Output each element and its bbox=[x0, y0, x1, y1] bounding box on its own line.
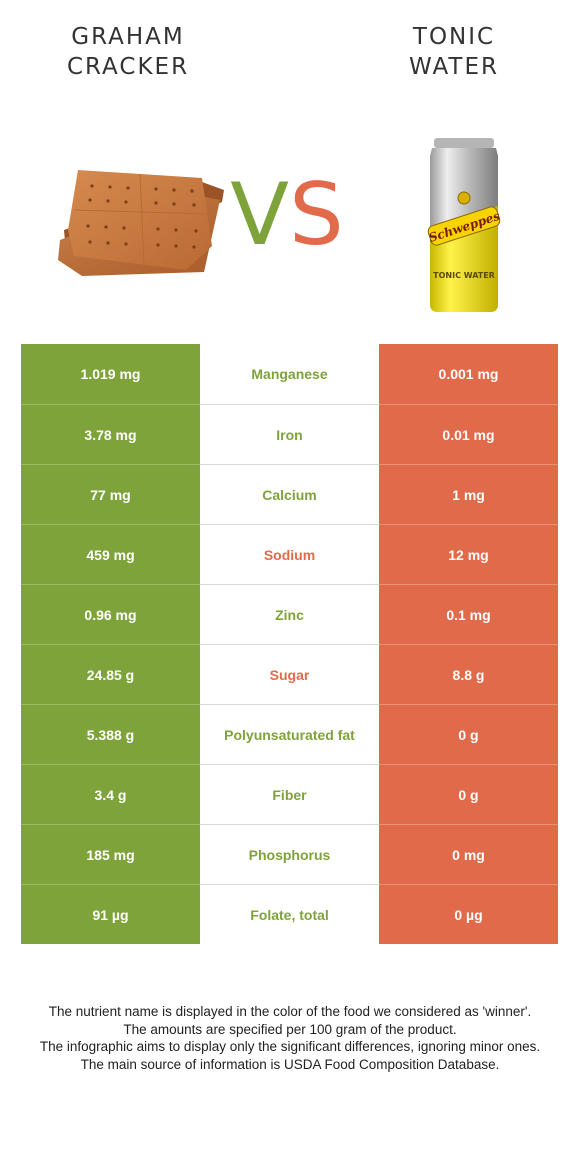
nutrient-comparison-table: 1.019 mg Manganese 0.001 mg 3.78 mg Iron 0.01… bbox=[21, 344, 558, 944]
food-b-value: 12 mg bbox=[379, 524, 558, 584]
vs-label: VS bbox=[222, 170, 352, 260]
food-a-value: 77 mg bbox=[21, 464, 200, 524]
nutrient-name: Folate, total bbox=[200, 884, 379, 944]
nutrient-name: Zinc bbox=[200, 584, 379, 644]
food-a-value: 5.388 g bbox=[21, 704, 200, 764]
food-a-value: 1.019 mg bbox=[21, 344, 200, 404]
food-b-value: 0 mg bbox=[379, 824, 558, 884]
table-row: 1.019 mg Manganese 0.001 mg bbox=[21, 344, 558, 404]
footnote-line1: The nutrient name is displayed in the co… bbox=[48, 1004, 532, 1019]
table-row: 3.78 mg Iron 0.01 mg bbox=[21, 404, 558, 464]
table-row: 77 mg Calcium 1 mg bbox=[21, 464, 558, 524]
food-b-value: 8.8 g bbox=[379, 644, 558, 704]
food-b-title: TONIC WATER bbox=[344, 22, 564, 82]
table-row: 24.85 g Sugar 8.8 g bbox=[21, 644, 558, 704]
food-a-value: 0.96 mg bbox=[21, 584, 200, 644]
table-row: 3.4 g Fiber 0 g bbox=[21, 764, 558, 824]
vs-s: S bbox=[289, 165, 344, 265]
food-a-title-line1: GRAHAM bbox=[71, 24, 185, 50]
footnote-line3: The infographic aims to display only the… bbox=[39, 1039, 541, 1054]
vs-v: V bbox=[230, 165, 290, 265]
food-b-value: 0 g bbox=[379, 764, 558, 824]
nutrient-name: Sodium bbox=[200, 524, 379, 584]
food-b-value: 1 mg bbox=[379, 464, 558, 524]
food-b-title-line2: WATER bbox=[409, 54, 499, 80]
tonic-water-can-image: Schweppes TONIC WATER bbox=[427, 138, 502, 312]
footnote-line2: The amounts are specified per 100 gram o… bbox=[123, 1021, 457, 1037]
table-row: 5.388 g Polyunsaturated fat 0 g bbox=[21, 704, 558, 764]
nutrient-name: Calcium bbox=[200, 464, 379, 524]
table-row: 459 mg Sodium 12 mg bbox=[21, 524, 558, 584]
food-a-title-line2: CRACKER bbox=[66, 54, 190, 80]
nutrient-name: Manganese bbox=[200, 344, 379, 404]
food-a-value: 91 µg bbox=[21, 884, 200, 944]
table-row: 185 mg Phosphorus 0 mg bbox=[21, 824, 558, 884]
food-a-value: 459 mg bbox=[21, 524, 200, 584]
food-a-value: 24.85 g bbox=[21, 644, 200, 704]
food-b-value: 0 g bbox=[379, 704, 558, 764]
nutrient-name: Iron bbox=[200, 404, 379, 464]
food-b-value: 0.01 mg bbox=[379, 404, 558, 464]
can-product-text: TONIC WATER bbox=[433, 271, 495, 280]
table-row: 91 µg Folate, total 0 µg bbox=[21, 884, 558, 944]
food-a-value: 185 mg bbox=[21, 824, 200, 884]
food-b-value: 0.001 mg bbox=[379, 344, 558, 404]
food-b-value: 0.1 mg bbox=[379, 584, 558, 644]
graham-cracker-image bbox=[58, 170, 224, 276]
food-b-value: 0 µg bbox=[379, 884, 558, 944]
nutrient-name: Polyunsaturated fat bbox=[200, 704, 379, 764]
nutrient-name: Sugar bbox=[200, 644, 379, 704]
nutrient-name: Fiber bbox=[200, 764, 379, 824]
footnote: The nutrient name is displayed in the co… bbox=[16, 1003, 564, 1073]
food-a-value: 3.4 g bbox=[21, 764, 200, 824]
food-a-title: GRAHAM CRACKER bbox=[18, 22, 238, 82]
food-b-title-line1: TONIC bbox=[412, 24, 496, 50]
food-a-value: 3.78 mg bbox=[21, 404, 200, 464]
table-row: 0.96 mg Zinc 0.1 mg bbox=[21, 584, 558, 644]
footnote-line4: The main source of information is USDA F… bbox=[80, 1056, 500, 1072]
nutrient-name: Phosphorus bbox=[200, 824, 379, 884]
